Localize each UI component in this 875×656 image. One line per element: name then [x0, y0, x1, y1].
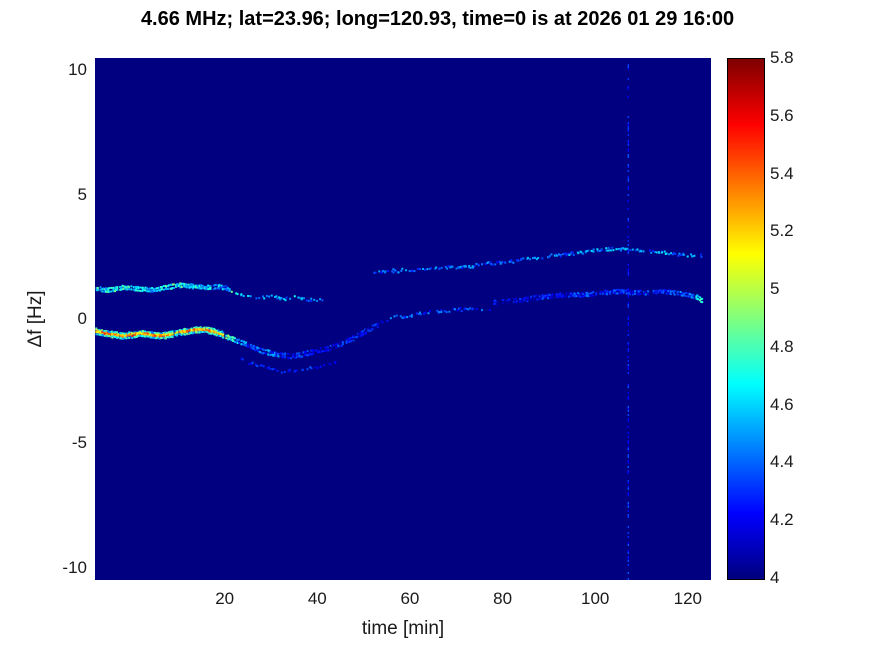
heatmap-canvas [95, 58, 711, 580]
x-tick-label: 80 [493, 589, 513, 608]
x-tick-label: 120 [673, 589, 703, 608]
y-tick-label: 0 [77, 309, 87, 328]
colorbar-tick-label: 5.6 [770, 105, 794, 125]
x-axis-label: time [min] [361, 618, 445, 639]
y-tick-label: -10 [62, 557, 87, 577]
x-tick-label: 20 [215, 589, 235, 608]
colorbar-tick-label: 4 [770, 568, 780, 587]
colorbar-tick-label: 5 [770, 279, 780, 299]
colorbar [727, 58, 765, 580]
colorbar-tick-label: 4.6 [770, 394, 794, 414]
x-tick-label: 40 [307, 589, 327, 608]
colorbar-tick-label: 5.4 [770, 163, 794, 183]
colorbar-tick-label: 5.2 [770, 221, 794, 241]
colorbar-tick-label: 4.2 [770, 510, 794, 530]
y-tick-label: -5 [71, 433, 87, 453]
colorbar-tick-label: 4.4 [770, 452, 794, 472]
x-tick-label: 100 [581, 589, 610, 608]
x-tick-label: 60 [400, 589, 420, 608]
colorbar-tick-label: 5.8 [770, 48, 794, 67]
chart-title: 4.66 MHz; lat=23.96; long=120.93, time=0… [140, 8, 735, 30]
colorbar-tick-label: 4.8 [770, 336, 794, 356]
y-tick-label: 10 [68, 60, 87, 80]
y-tick-label: 5 [77, 184, 87, 204]
plot-area [95, 58, 711, 580]
